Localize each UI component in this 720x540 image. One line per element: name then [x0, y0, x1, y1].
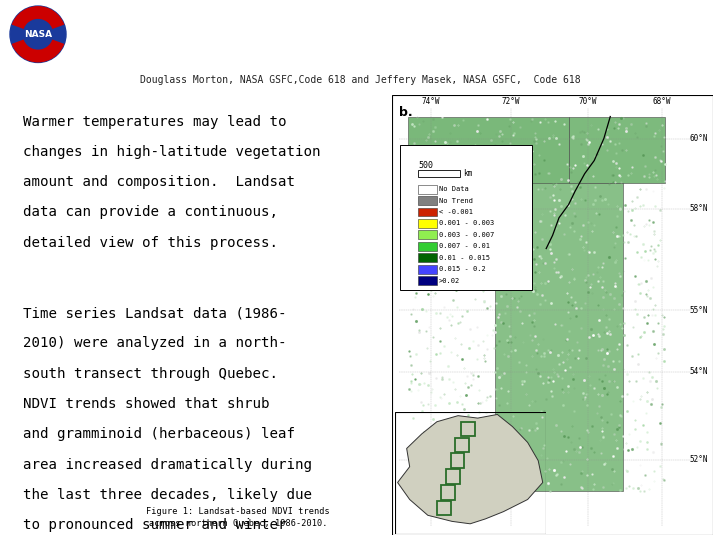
Text: < -0.001: < -0.001 — [439, 209, 473, 215]
Text: b.: b. — [399, 105, 413, 118]
Bar — [437, 501, 451, 515]
Text: the last three decades, likely due: the last three decades, likely due — [22, 488, 312, 502]
FancyBboxPatch shape — [400, 145, 532, 291]
Text: across northern Quebec, 1986-2010.: across northern Quebec, 1986-2010. — [149, 518, 328, 528]
Polygon shape — [495, 183, 623, 490]
Bar — [418, 196, 436, 205]
Text: 0.001 - 0.003: 0.001 - 0.003 — [439, 220, 494, 226]
Text: 0.007 - 0.01: 0.007 - 0.01 — [439, 244, 490, 249]
Polygon shape — [397, 415, 543, 524]
Text: and gramminoid (herbaceous) leaf: and gramminoid (herbaceous) leaf — [22, 427, 294, 441]
Text: Douglass Morton, NASA GSFC,Code 618 and Jeffery Masek, NASA GSFC,  Code 618: Douglass Morton, NASA GSFC,Code 618 and … — [140, 75, 580, 85]
Text: No Data: No Data — [439, 186, 469, 192]
Bar — [418, 207, 436, 217]
Wedge shape — [12, 6, 64, 29]
Bar — [418, 265, 436, 274]
Text: detailed view of this process.: detailed view of this process. — [22, 236, 278, 249]
Bar — [418, 170, 459, 177]
Bar — [418, 242, 436, 251]
Text: >0.02: >0.02 — [439, 278, 460, 284]
Text: 500: 500 — [418, 160, 433, 170]
Wedge shape — [12, 39, 64, 63]
Text: 74°W: 74°W — [422, 97, 440, 105]
Bar — [446, 469, 459, 484]
Text: 54°N: 54°N — [690, 367, 708, 376]
Text: 60°N: 60°N — [690, 134, 708, 143]
Text: changes in high-latitude vegetation: changes in high-latitude vegetation — [22, 145, 320, 159]
Text: to pronounced summer and winter: to pronounced summer and winter — [22, 518, 286, 532]
Text: NASA: NASA — [24, 30, 52, 39]
Text: amount and composition.  Landsat: amount and composition. Landsat — [22, 175, 294, 189]
Text: NDVI trends showed that shrub: NDVI trends showed that shrub — [22, 397, 269, 411]
Bar — [418, 231, 436, 239]
Bar — [418, 219, 436, 228]
Text: Time series Landsat data (1986-: Time series Landsat data (1986- — [22, 306, 286, 320]
Bar — [455, 437, 469, 452]
Text: 0.01 - 0.015: 0.01 - 0.015 — [439, 255, 490, 261]
Text: No Trend: No Trend — [439, 198, 473, 204]
Text: 55°N: 55°N — [690, 306, 708, 315]
Bar — [418, 185, 436, 193]
Text: south transect through Quebec.: south transect through Quebec. — [22, 367, 278, 381]
Bar — [461, 422, 474, 436]
Bar — [418, 253, 436, 262]
Text: 68°W: 68°W — [652, 97, 671, 105]
Circle shape — [10, 6, 66, 63]
Text: 58°N: 58°N — [690, 205, 708, 213]
Text: Warmer temperatures may lead to: Warmer temperatures may lead to — [22, 114, 286, 129]
Text: 0.015 - 0.2: 0.015 - 0.2 — [439, 266, 485, 272]
Text: Northern Quebec 1986-2010: Northern Quebec 1986-2010 — [268, 40, 512, 55]
Bar — [441, 485, 455, 500]
Text: 0.003 - 0.007: 0.003 - 0.007 — [439, 232, 494, 238]
Polygon shape — [408, 117, 569, 218]
Text: 2010) were analyzed in a north-: 2010) were analyzed in a north- — [22, 336, 286, 350]
Polygon shape — [569, 117, 665, 183]
Circle shape — [24, 19, 53, 49]
Text: 72°W: 72°W — [502, 97, 520, 105]
Text: km: km — [463, 169, 472, 178]
Bar — [451, 454, 464, 468]
Text: data can provide a continuous,: data can provide a continuous, — [22, 205, 278, 219]
Text: 70°W: 70°W — [579, 97, 597, 105]
Text: 52°N: 52°N — [690, 455, 708, 464]
Bar — [418, 276, 436, 285]
Text: Figure 1: Landsat-based NDVI trends: Figure 1: Landsat-based NDVI trends — [146, 507, 330, 516]
Text: area increased dramatically during: area increased dramatically during — [22, 457, 312, 471]
Text: Satellite-based Evidence for Shrub and Tundra Vegetation Expansion in: Satellite-based Evidence for Shrub and T… — [84, 16, 697, 31]
